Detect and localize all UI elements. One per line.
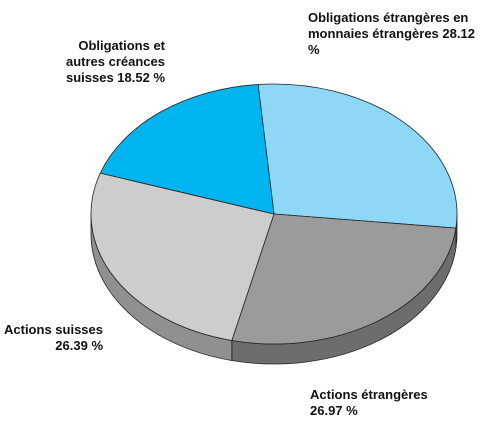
slice xyxy=(257,83,458,229)
slice-label: Actions étrangères 26.97 % xyxy=(310,387,435,419)
category-label: Obligations et autres créances suisses xyxy=(65,38,165,85)
slice xyxy=(90,172,275,341)
slice-label: Actions suisses 26.39 % xyxy=(0,322,103,354)
value-label: 18.52 % xyxy=(117,70,165,85)
value-label: 26.39 % xyxy=(55,338,103,353)
value-label: 26.97 % xyxy=(310,403,358,418)
category-label: Obligations étrangères en monnaies étran… xyxy=(308,10,469,41)
slice xyxy=(231,213,457,345)
value-label: 28.12 % xyxy=(308,26,475,57)
category-label: Actions suisses xyxy=(4,322,103,337)
slice xyxy=(99,84,275,215)
slice-label: Obligations étrangères en monnaies étran… xyxy=(308,10,478,58)
slice-label: Obligations et autres créances suisses 1… xyxy=(45,38,165,86)
category-label: Actions étrangères xyxy=(310,387,428,402)
